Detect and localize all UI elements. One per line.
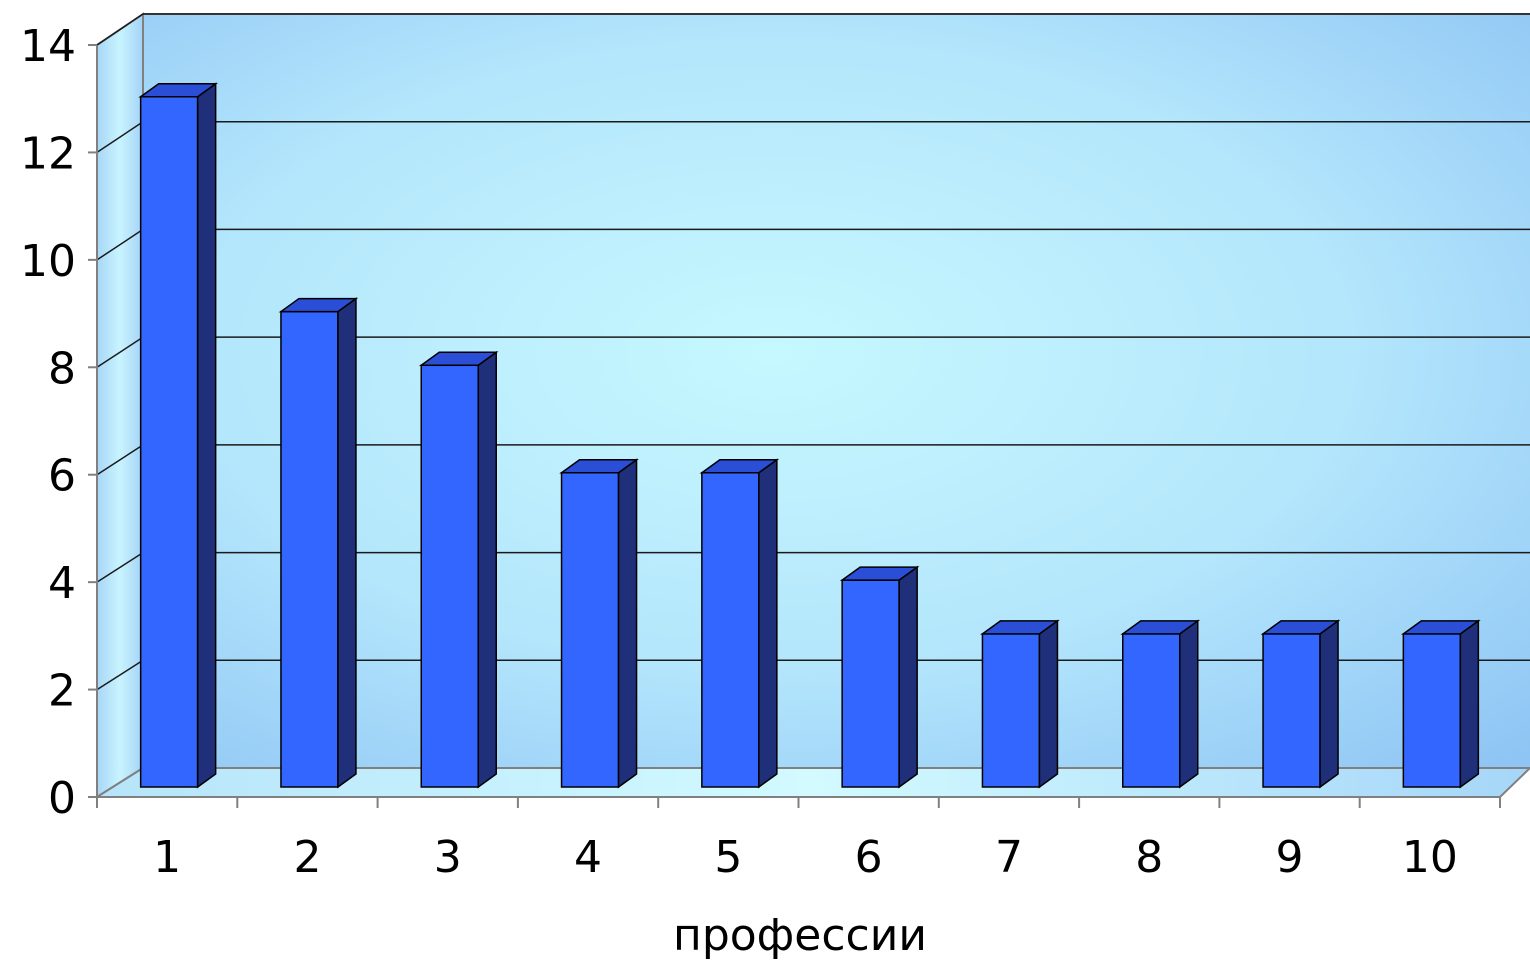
bar-side xyxy=(1459,619,1480,789)
bar-7 xyxy=(980,619,1060,789)
gridline-side xyxy=(96,121,144,154)
y-tick-label: 2 xyxy=(48,666,76,717)
bars xyxy=(138,82,1481,789)
bar-side xyxy=(1038,619,1059,789)
bar-side xyxy=(758,458,778,789)
bar-8 xyxy=(1120,619,1201,789)
bar-9 xyxy=(1260,619,1341,789)
bar-side xyxy=(898,565,918,789)
bar-top xyxy=(839,566,920,581)
bar-side xyxy=(617,458,638,789)
gridline-side xyxy=(96,551,144,583)
bar-side xyxy=(1319,619,1339,789)
x-axis-ticks: 1 2 3 4 5 6 7 8 9 10 xyxy=(96,797,1501,883)
bar-5 xyxy=(699,458,780,789)
y-axis-ticks: 0 2 4 6 8 10 12 14 xyxy=(20,21,97,824)
x-tick-label: 5 xyxy=(714,832,742,883)
y-tick-label: 10 xyxy=(20,236,76,287)
bar-top xyxy=(699,458,780,474)
y-tick-label: 8 xyxy=(48,343,76,394)
bar-3 xyxy=(418,350,499,789)
x-tick-label: 7 xyxy=(995,832,1023,883)
bar-front xyxy=(420,364,479,788)
gridlines xyxy=(96,13,1530,691)
bar-top xyxy=(278,297,359,313)
bar-front xyxy=(841,579,900,788)
x-tick-label: 6 xyxy=(855,832,883,883)
bar-side xyxy=(1179,619,1199,789)
x-axis-title: профессии xyxy=(673,910,927,960)
bar-top xyxy=(418,351,499,367)
x-tick-label: 1 xyxy=(153,832,181,883)
bar-front xyxy=(139,95,199,788)
bar-front xyxy=(981,633,1041,788)
gridline-side xyxy=(96,659,144,691)
bar-2 xyxy=(278,297,359,789)
y-tick-label: 0 xyxy=(48,773,76,824)
bar-6 xyxy=(839,565,920,789)
bar-top xyxy=(1260,620,1341,635)
bar-front xyxy=(1402,633,1462,788)
bar-front xyxy=(701,471,760,788)
x-tick-label: 9 xyxy=(1276,832,1304,883)
bar-front xyxy=(1262,633,1321,788)
x-tick-label: 10 xyxy=(1402,832,1458,883)
bar-top xyxy=(980,620,1060,635)
side-wall xyxy=(96,12,144,799)
bar-top xyxy=(1401,620,1481,635)
y-tick-label: 6 xyxy=(48,451,76,502)
bar-side xyxy=(477,350,497,789)
x-tick-label: 8 xyxy=(1135,832,1163,883)
bar-front xyxy=(560,471,620,788)
bar-top xyxy=(138,82,218,98)
x-tick-label: 3 xyxy=(434,832,462,883)
bar-top xyxy=(559,458,639,474)
y-tick-label: 12 xyxy=(20,128,76,179)
gridline-side xyxy=(96,13,144,46)
bar-front xyxy=(1122,633,1181,788)
y-tick-label: 14 xyxy=(20,21,76,72)
bar-side xyxy=(196,82,217,789)
x-tick-label: 4 xyxy=(574,832,602,883)
bar-side xyxy=(337,297,357,789)
gridline-side xyxy=(96,228,144,261)
bar-10 xyxy=(1401,619,1481,789)
bar-1 xyxy=(138,82,218,789)
gridline-side xyxy=(96,336,144,368)
bar-4 xyxy=(559,458,639,789)
y-tick-label: 4 xyxy=(48,558,76,609)
gridline-side xyxy=(96,444,144,476)
bar-front xyxy=(280,310,339,788)
x-tick-label: 2 xyxy=(293,832,321,883)
bar-top xyxy=(1120,620,1201,635)
